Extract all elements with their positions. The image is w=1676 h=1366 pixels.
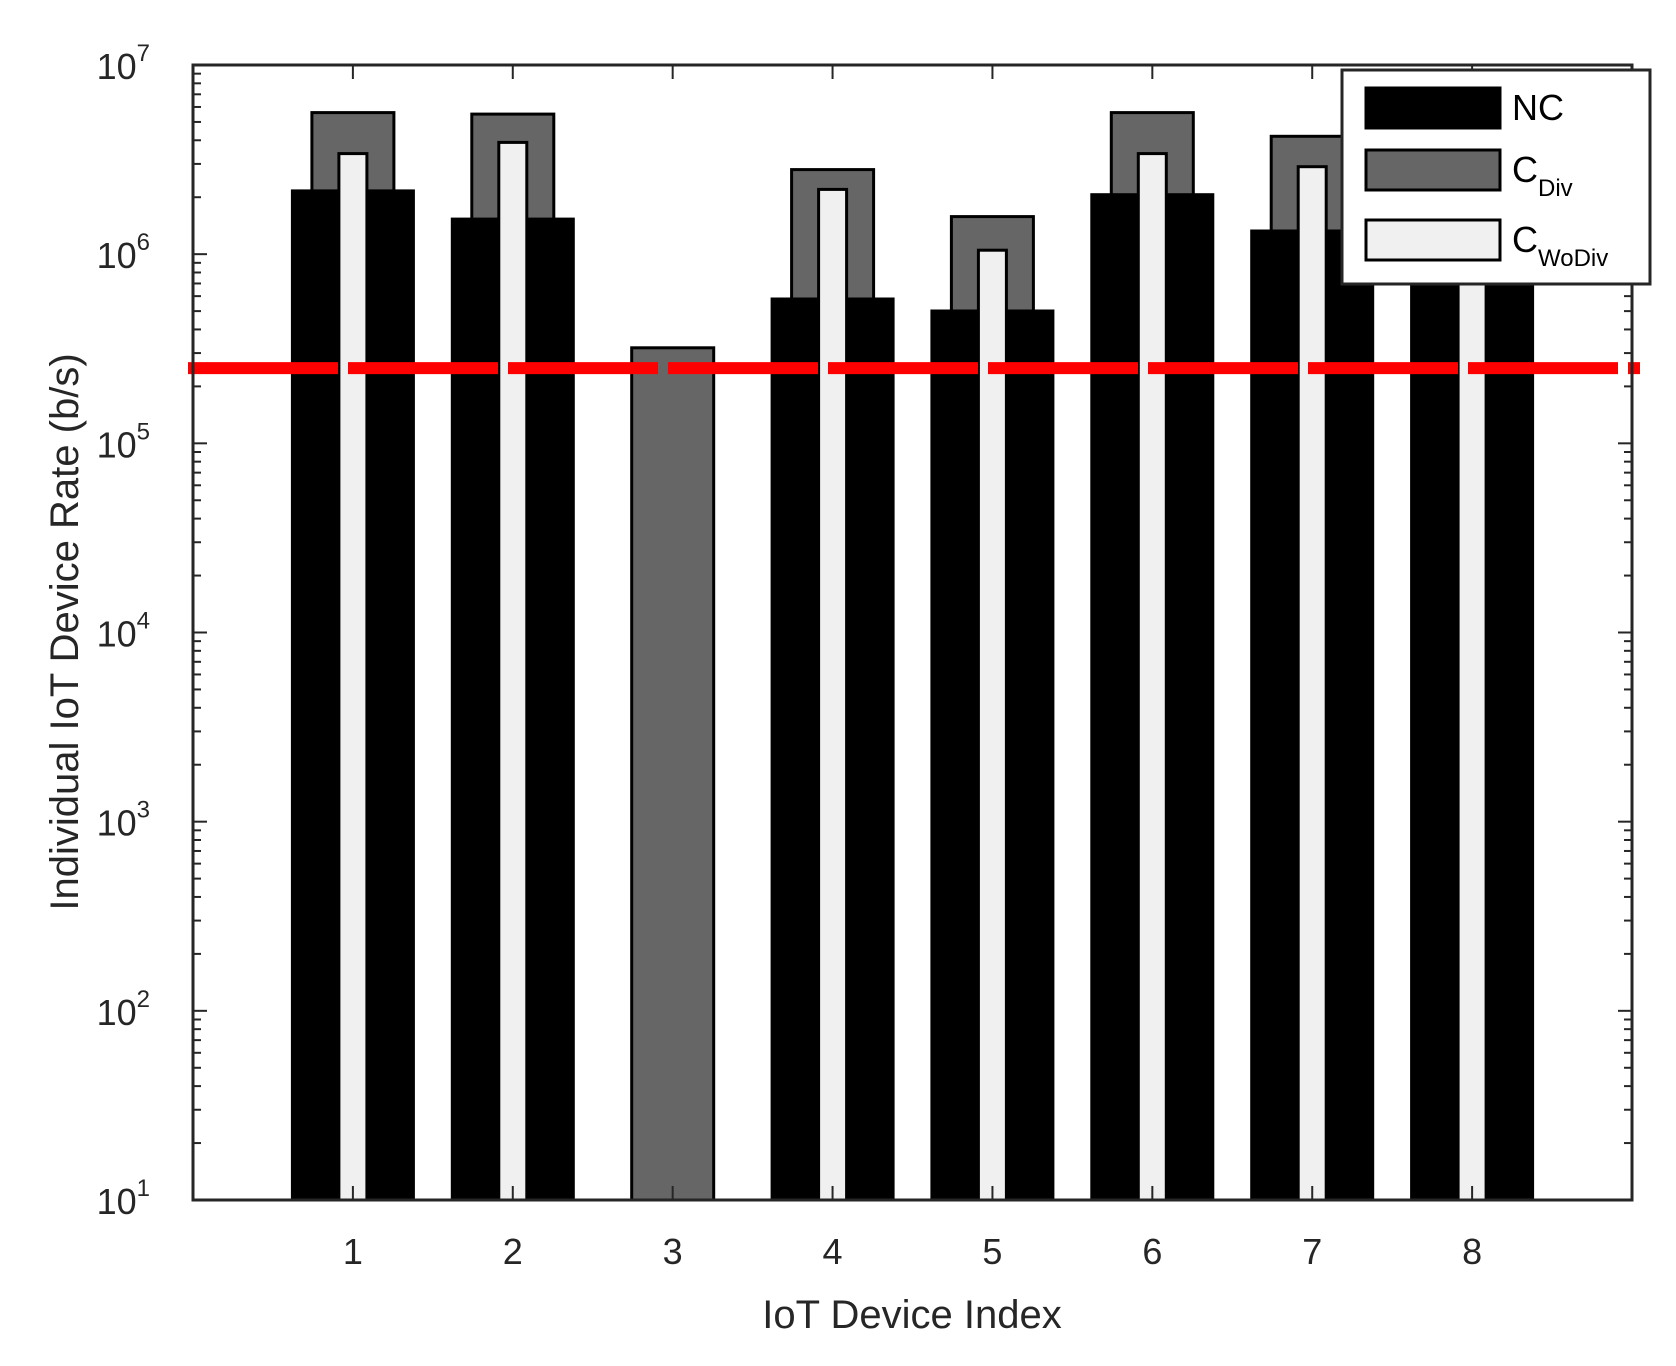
x-tick-label: 6	[1142, 1231, 1162, 1272]
legend-label: CWoDiv	[1512, 219, 1608, 272]
x-tick-label: 7	[1302, 1231, 1322, 1272]
x-tick-label: 8	[1462, 1231, 1482, 1272]
bar-cwodiv-4	[817, 187, 849, 1202]
bar-cwodiv-2	[497, 140, 529, 1202]
y-tick-label: 103	[97, 797, 150, 844]
bar-cwodiv-1	[337, 152, 369, 1202]
legend-label: NC	[1512, 87, 1564, 128]
x-tick-label: 2	[503, 1231, 523, 1272]
y-tick-labels: 101 102 103 104 105 106 107	[97, 40, 150, 1222]
y-tick-label: 101	[97, 1175, 150, 1222]
plot-frame	[191, 63, 1634, 1202]
y-axis-label: Individual IoT Device Rate (b/s)	[43, 353, 87, 910]
y-tick-label: 105	[97, 418, 150, 465]
legend-swatch	[1364, 218, 1502, 262]
legend-swatch	[1364, 86, 1502, 130]
y-tick-label: 107	[97, 40, 150, 87]
y-tick-label: 104	[97, 608, 150, 655]
bar-cdiv-3	[630, 346, 716, 1202]
x-tick-label: 4	[823, 1231, 843, 1272]
bar-cwodiv-5	[976, 248, 1008, 1202]
legend: NC CDiv CWoDiv	[1340, 68, 1652, 286]
bar-cwodiv-8	[1456, 157, 1488, 1202]
bar-cwodiv-6	[1136, 152, 1168, 1202]
x-tick-label: 5	[982, 1231, 1002, 1272]
x-tick-labels: 1 2 3 4 5 6 7 8	[343, 1231, 1482, 1272]
x-tick-label: 1	[343, 1231, 363, 1272]
bar-group	[290, 111, 1535, 1202]
bar-cwodiv-7	[1296, 165, 1328, 1202]
legend-label: CDiv	[1512, 149, 1573, 202]
x-axis-label: IoT Device Index	[762, 1293, 1061, 1337]
y-tick-label: 102	[97, 986, 150, 1033]
legend-swatch	[1364, 148, 1502, 192]
x-tick-label: 3	[663, 1231, 683, 1272]
y-tick-label: 106	[97, 229, 150, 276]
